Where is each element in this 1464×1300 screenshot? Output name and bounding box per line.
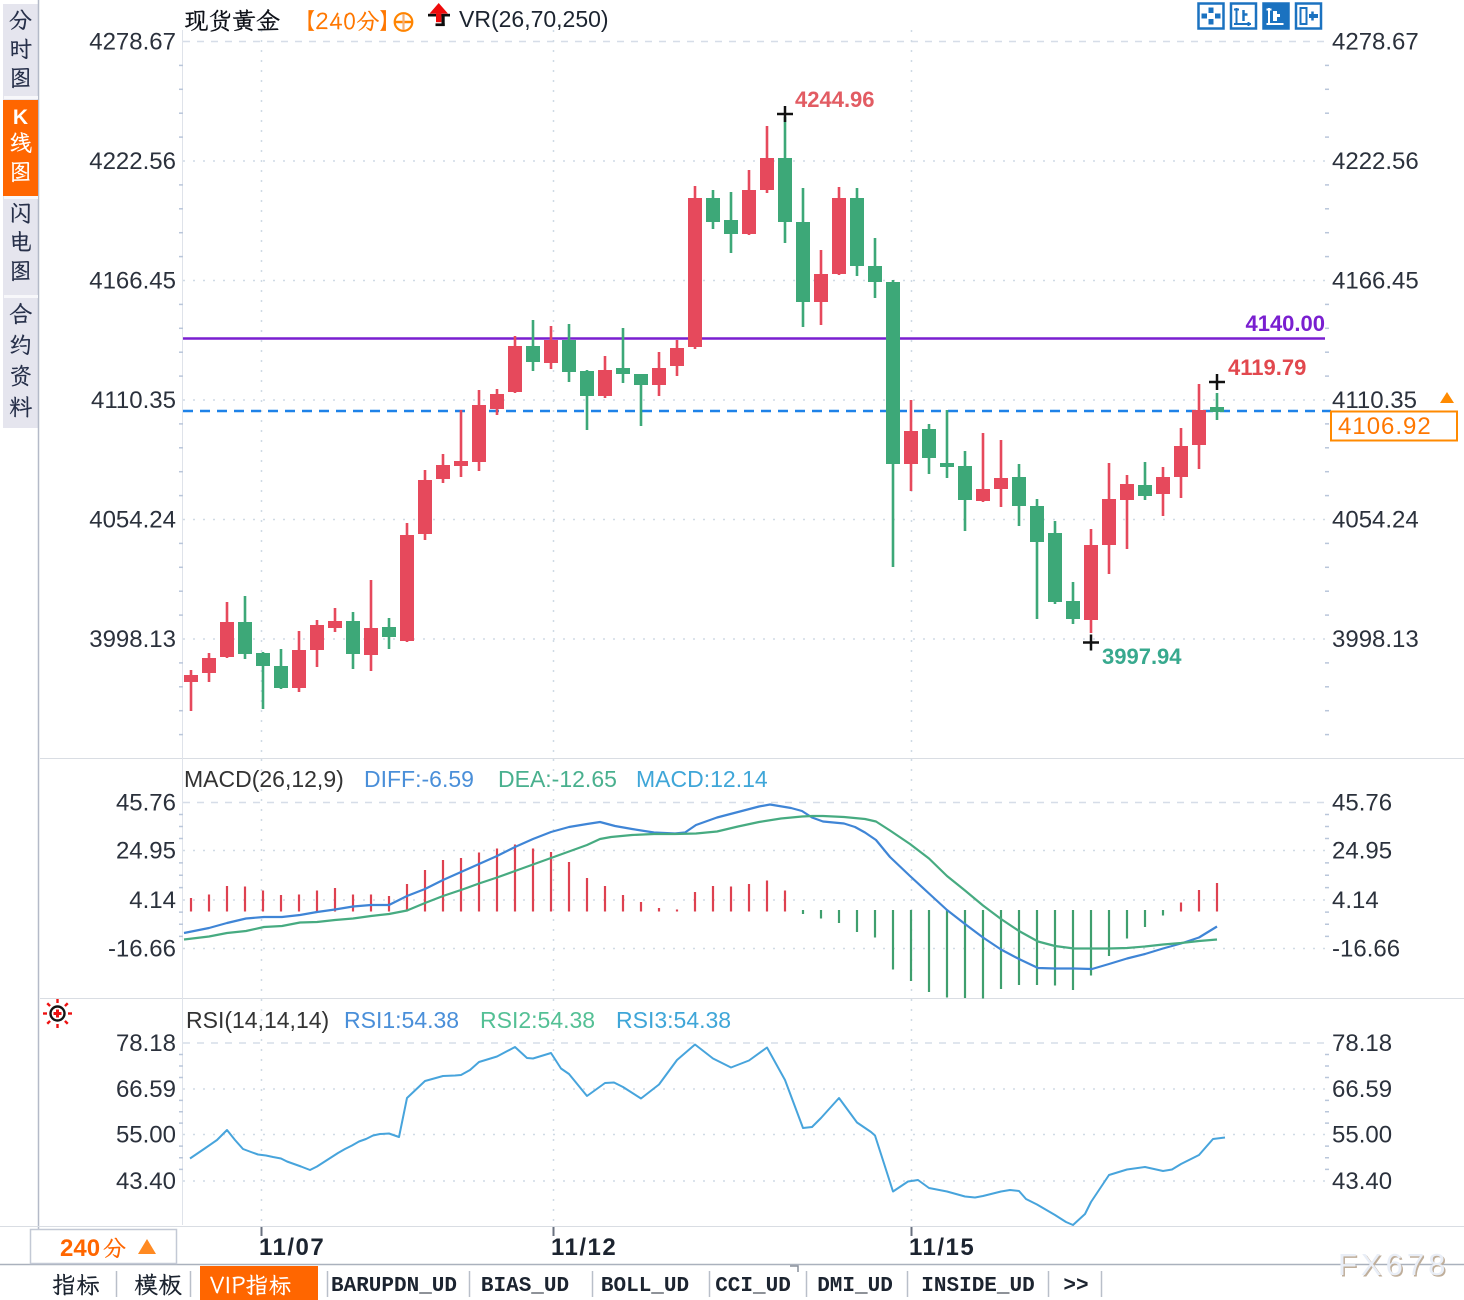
svg-text:>>: >> — [1063, 1275, 1088, 1298]
svg-text:INSIDE_UD: INSIDE_UD — [921, 1275, 1034, 1298]
svg-text:4278.67: 4278.67 — [89, 29, 176, 56]
svg-text:11/12: 11/12 — [551, 1234, 617, 1261]
svg-text:FX678: FX678 — [1338, 1247, 1449, 1282]
svg-text:4110.35: 4110.35 — [91, 387, 176, 414]
svg-text:55.00: 55.00 — [1332, 1122, 1392, 1149]
svg-text:RSI2:54.38: RSI2:54.38 — [480, 1007, 595, 1033]
svg-text:24.95: 24.95 — [1332, 838, 1392, 865]
svg-text:RSI(14,14,14): RSI(14,14,14) — [186, 1007, 329, 1033]
svg-text:FX678: FX678 — [1340, 1249, 1451, 1284]
svg-text:BOLL_UD: BOLL_UD — [601, 1275, 689, 1298]
svg-text:VR(26,70,250): VR(26,70,250) — [459, 6, 609, 32]
svg-text:-16.66: -16.66 — [108, 936, 176, 963]
svg-text:3997.94: 3997.94 — [1102, 644, 1182, 669]
svg-text:4222.56: 4222.56 — [1332, 148, 1419, 175]
svg-text:RSI3:54.38: RSI3:54.38 — [616, 1007, 731, 1033]
svg-text:K: K — [13, 106, 28, 129]
svg-text:11/07: 11/07 — [259, 1234, 325, 1261]
svg-text:-16.66: -16.66 — [1332, 936, 1400, 963]
svg-text:4222.56: 4222.56 — [89, 148, 176, 175]
svg-text:4.14: 4.14 — [1332, 887, 1379, 914]
svg-text:4140.00: 4140.00 — [1245, 311, 1325, 336]
svg-text:4.14: 4.14 — [129, 887, 176, 914]
svg-text:24.95: 24.95 — [116, 838, 176, 865]
svg-text:4119.79: 4119.79 — [1228, 355, 1306, 380]
svg-text:4166.45: 4166.45 — [89, 268, 176, 295]
svg-text:55.00: 55.00 — [116, 1122, 176, 1149]
svg-text:4244.96: 4244.96 — [795, 87, 875, 112]
svg-text:BARUPDN_UD: BARUPDN_UD — [331, 1275, 457, 1298]
svg-text:BIAS_UD: BIAS_UD — [481, 1275, 569, 1298]
svg-text:4278.67: 4278.67 — [1332, 29, 1419, 56]
svg-text:RSI1:54.38: RSI1:54.38 — [344, 1007, 459, 1033]
svg-text:66.59: 66.59 — [116, 1076, 176, 1103]
svg-text:DEA:-12.65: DEA:-12.65 — [498, 766, 617, 792]
svg-text:CCI_UD: CCI_UD — [715, 1275, 791, 1298]
svg-text:78.18: 78.18 — [1332, 1030, 1392, 1057]
svg-text:4106.92: 4106.92 — [1338, 413, 1432, 440]
svg-text:4054.24: 4054.24 — [1332, 507, 1419, 534]
svg-text:11/15: 11/15 — [909, 1234, 975, 1261]
svg-text:3998.13: 3998.13 — [1332, 626, 1419, 653]
svg-text:45.76: 45.76 — [1332, 790, 1392, 817]
svg-text:MACD(26,12,9): MACD(26,12,9) — [184, 766, 344, 792]
svg-text:3998.13: 3998.13 — [89, 626, 176, 653]
svg-text:DIFF:-6.59: DIFF:-6.59 — [364, 766, 474, 792]
svg-text:4110.35: 4110.35 — [1332, 387, 1417, 414]
svg-text:43.40: 43.40 — [116, 1168, 176, 1195]
svg-text:4054.24: 4054.24 — [89, 507, 176, 534]
svg-text:66.59: 66.59 — [1332, 1076, 1392, 1103]
svg-text:43.40: 43.40 — [1332, 1168, 1392, 1195]
svg-text:DMI_UD: DMI_UD — [817, 1275, 893, 1298]
svg-text:240: 240 — [60, 1235, 100, 1262]
svg-text:78.18: 78.18 — [116, 1030, 176, 1057]
svg-text:MACD:12.14: MACD:12.14 — [636, 766, 768, 792]
svg-text:45.76: 45.76 — [116, 790, 176, 817]
svg-text:4166.45: 4166.45 — [1332, 268, 1419, 295]
